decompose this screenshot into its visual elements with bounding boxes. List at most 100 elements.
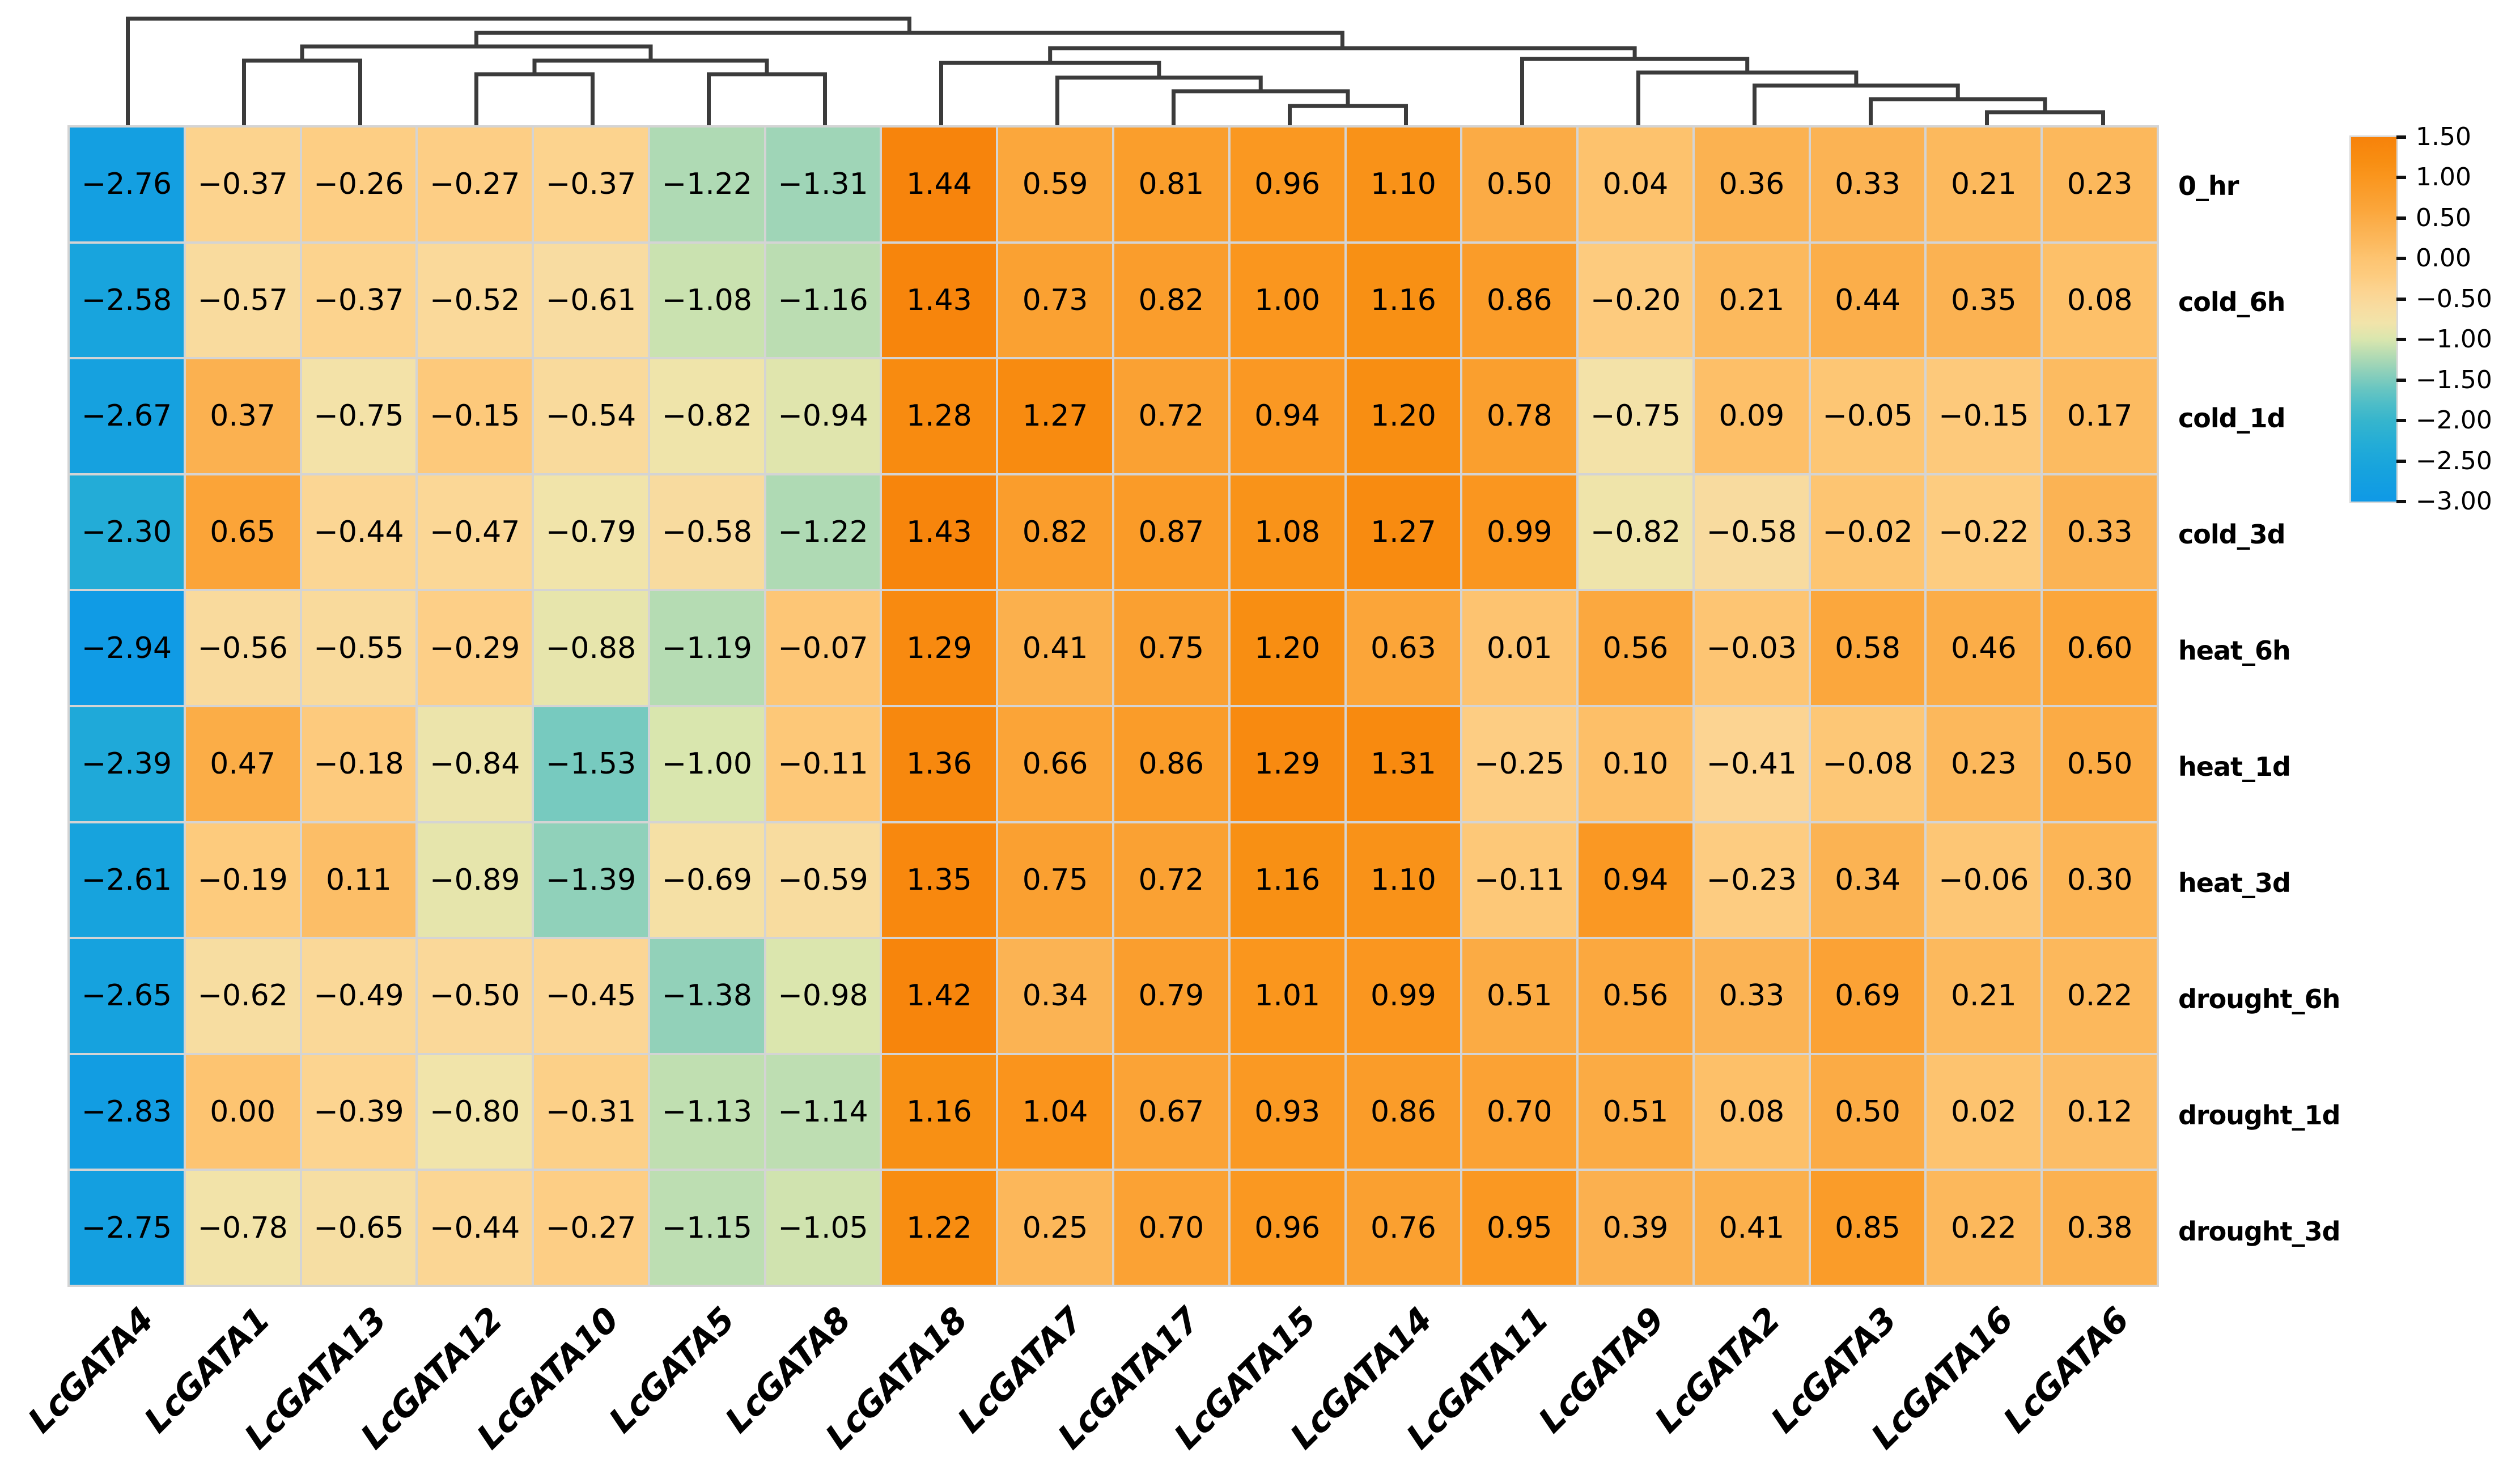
heatmap-cell: 0.67: [1114, 1055, 1228, 1169]
heatmap-cell: −0.02: [1810, 475, 1925, 589]
heatmap-cell: 1.27: [1346, 475, 1461, 589]
heatmap-cell: −0.75: [302, 359, 416, 473]
heatmap-cell: 0.22: [1927, 1171, 2041, 1285]
heatmap-cell: 1.00: [1230, 243, 1344, 358]
heatmap-cell: 0.08: [1694, 1055, 1809, 1169]
colorbar-tick-label: 1.50: [2416, 122, 2471, 151]
heatmap-grid: −2.76 −0.37 −0.26 −0.27 −0.37 −1.22 −1.31 1.44 0…: [67, 125, 2159, 1287]
heatmap-cell: 0.51: [1462, 939, 1577, 1053]
heatmap-cell: −1.53: [534, 707, 648, 821]
heatmap-cell: −2.30: [70, 475, 184, 589]
heatmap-cell: −0.61: [534, 243, 648, 358]
heatmap-cell: −1.22: [650, 128, 764, 241]
heatmap-cell: −1.14: [766, 1055, 880, 1169]
heatmap-cell: −0.45: [534, 939, 648, 1053]
heatmap-cell: 0.33: [1810, 128, 1925, 241]
heatmap-cell: −0.15: [1927, 359, 2041, 473]
heatmap-cell: −0.27: [534, 1171, 648, 1285]
heatmap-cell: 0.86: [1346, 1055, 1461, 1169]
heatmap-cell: −1.00: [650, 707, 764, 821]
dendrogram-link: [1288, 104, 1408, 126]
heatmap-cell: 0.50: [2043, 707, 2157, 821]
heatmap-cell: 0.37: [185, 359, 300, 473]
heatmap-cell: −0.11: [766, 707, 880, 821]
colorbar-tick: [2396, 176, 2406, 180]
heatmap-cell: 0.17: [2043, 359, 2157, 473]
heatmap-cell: 0.41: [998, 591, 1112, 705]
colorbar-tick: [2396, 135, 2406, 139]
heatmap-cell: −0.75: [1579, 359, 1692, 473]
row-label: heat_1d: [2178, 751, 2291, 782]
colorbar-tick-label: −1.00: [2416, 325, 2492, 354]
heatmap-cell: 0.66: [998, 707, 1112, 821]
heatmap-cell: −1.22: [766, 475, 880, 589]
heatmap-cell: 1.16: [882, 1055, 996, 1169]
row-label: cold_1d: [2178, 402, 2285, 434]
heatmap-cell: 0.99: [1462, 475, 1577, 589]
row-label: heat_6h: [2178, 635, 2291, 666]
colorbar-tick: [2396, 297, 2406, 301]
heatmap-cell: −0.79: [534, 475, 648, 589]
heatmap-cell: −0.55: [302, 591, 416, 705]
heatmap-cell: 0.56: [1579, 591, 1692, 705]
heatmap-cell: 0.86: [1462, 243, 1577, 358]
heatmap-cell: −0.56: [185, 591, 300, 705]
heatmap-cell: −0.57: [185, 243, 300, 358]
heatmap-cell: −0.11: [1462, 823, 1577, 937]
heatmap-cell: 0.96: [1230, 128, 1344, 241]
heatmap-cell: −0.31: [534, 1055, 648, 1169]
heatmap-cell: −1.16: [766, 243, 880, 358]
heatmap-cell: 1.28: [882, 359, 996, 473]
heatmap-cell: −0.52: [418, 243, 532, 358]
heatmap-cell: −0.58: [650, 475, 764, 589]
dendrogram-link: [1172, 89, 1350, 126]
heatmap-cell: 0.04: [1579, 128, 1692, 241]
heatmap-cell: 0.22: [2043, 939, 2157, 1053]
heatmap-cell: 0.63: [1346, 591, 1461, 705]
heatmap-cell: −2.61: [70, 823, 184, 937]
heatmap-cell: 0.36: [1694, 128, 1809, 241]
colorbar-tick-label: 0.00: [2416, 244, 2471, 273]
heatmap-cell: −0.39: [302, 1055, 416, 1169]
dendrogram-link: [126, 16, 911, 126]
heatmap-cell: 0.75: [1114, 591, 1228, 705]
heatmap-cell: 1.36: [882, 707, 996, 821]
dendrogram-link: [1636, 70, 1859, 126]
row-label: heat_3d: [2178, 867, 2291, 898]
heatmap-cell: 0.39: [1579, 1171, 1692, 1285]
heatmap-cell: −0.05: [1810, 359, 1925, 473]
heatmap-cell: 0.58: [1810, 591, 1925, 705]
heatmap-cell: 0.25: [998, 1171, 1112, 1285]
row-label: drought_6h: [2178, 983, 2340, 1014]
heatmap-cell: 0.12: [2043, 1055, 2157, 1169]
row-label: cold_6h: [2178, 286, 2285, 317]
heatmap-cell: −1.19: [650, 591, 764, 705]
heatmap-cell: −0.37: [534, 128, 648, 241]
colorbar-gradient: [2351, 137, 2396, 502]
heatmap-cell: 0.46: [1927, 591, 2041, 705]
heatmap-cell: −0.25: [1462, 707, 1577, 821]
heatmap-cell: 1.08: [1230, 475, 1344, 589]
heatmap-cell: 1.01: [1230, 939, 1344, 1053]
colorbar-tick: [2396, 459, 2406, 463]
heatmap-cell: 0.08: [2043, 243, 2157, 358]
heatmap-cell: 0.41: [1694, 1171, 1809, 1285]
heatmap-cell: 0.23: [1927, 707, 2041, 821]
heatmap-cell: −1.31: [766, 128, 880, 241]
colorbar-tick: [2396, 257, 2406, 261]
heatmap-cell: −0.44: [418, 1171, 532, 1285]
heatmap-cell: 1.22: [882, 1171, 996, 1285]
heatmap-cell: −0.44: [302, 475, 416, 589]
heatmap-cell: 0.94: [1230, 359, 1344, 473]
dendrogram-link: [1985, 110, 2105, 126]
heatmap-cell: 0.70: [1114, 1171, 1228, 1285]
heatmap-cell: 1.35: [882, 823, 996, 937]
heatmap-cell: −2.65: [70, 939, 184, 1053]
heatmap-cell: −0.07: [766, 591, 880, 705]
heatmap-cell: 0.51: [1579, 1055, 1692, 1169]
heatmap-cell: 0.99: [1346, 939, 1461, 1053]
heatmap-cell: 0.75: [998, 823, 1112, 937]
heatmap-cell: −0.26: [302, 128, 416, 241]
heatmap-cell: 0.33: [2043, 475, 2157, 589]
colorbar-tick-label: −0.50: [2416, 284, 2492, 313]
